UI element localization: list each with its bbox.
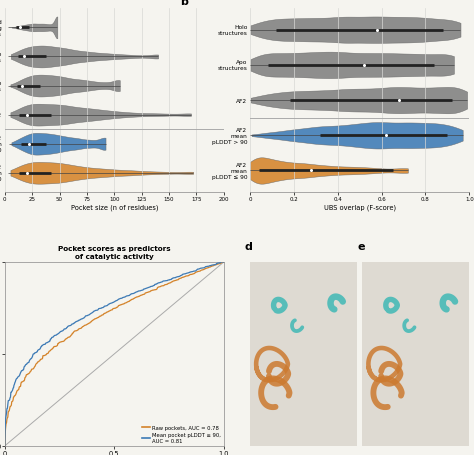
Raw pockets, AUC = 0.78 bbox=[216, 262, 221, 267]
Raw pockets, AUC = 0.78 bbox=[107, 308, 113, 313]
Mean pocket pLDDT ≥ 90,
AUC = 0.81 bbox=[132, 290, 138, 296]
Raw pockets, AUC = 0.78 bbox=[106, 309, 112, 314]
Mean pocket pLDDT ≥ 90,
AUC = 0.81 bbox=[2, 443, 8, 449]
Mean pocket pLDDT ≥ 90,
AUC = 0.81 bbox=[106, 302, 112, 307]
Raw pockets, AUC = 0.78 bbox=[219, 260, 225, 265]
X-axis label: UBS overlap (F-score): UBS overlap (F-score) bbox=[324, 205, 396, 211]
Mean pocket pLDDT ≥ 90,
AUC = 0.81 bbox=[218, 260, 224, 265]
Text: d: d bbox=[245, 242, 253, 251]
Raw pockets, AUC = 0.78 bbox=[132, 295, 138, 301]
Title: Pocket scores as predictors
of catalytic activity: Pocket scores as predictors of catalytic… bbox=[58, 246, 171, 259]
Raw pockets, AUC = 0.78 bbox=[182, 274, 187, 280]
Raw pockets, AUC = 0.78 bbox=[2, 443, 8, 449]
Mean pocket pLDDT ≥ 90,
AUC = 0.81 bbox=[107, 301, 113, 307]
Text: e: e bbox=[357, 242, 365, 251]
Raw pockets, AUC = 0.78 bbox=[120, 302, 126, 307]
Line: Mean pocket pLDDT ≥ 90,
AUC = 0.81: Mean pocket pLDDT ≥ 90, AUC = 0.81 bbox=[5, 263, 224, 446]
Raw pockets, AUC = 0.78 bbox=[221, 260, 227, 265]
Legend: Raw pockets, AUC = 0.78, Mean pocket pLDDT ≥ 90,
AUC = 0.81: Raw pockets, AUC = 0.78, Mean pocket pLD… bbox=[142, 425, 221, 443]
Mean pocket pLDDT ≥ 90,
AUC = 0.81 bbox=[216, 261, 221, 266]
Mean pocket pLDDT ≥ 90,
AUC = 0.81 bbox=[182, 272, 187, 277]
Line: Raw pockets, AUC = 0.78: Raw pockets, AUC = 0.78 bbox=[5, 263, 224, 446]
Text: b: b bbox=[180, 0, 188, 7]
Mean pocket pLDDT ≥ 90,
AUC = 0.81 bbox=[120, 295, 126, 300]
X-axis label: Pocket size (n of residues): Pocket size (n of residues) bbox=[71, 205, 158, 211]
Mean pocket pLDDT ≥ 90,
AUC = 0.81 bbox=[221, 260, 227, 265]
